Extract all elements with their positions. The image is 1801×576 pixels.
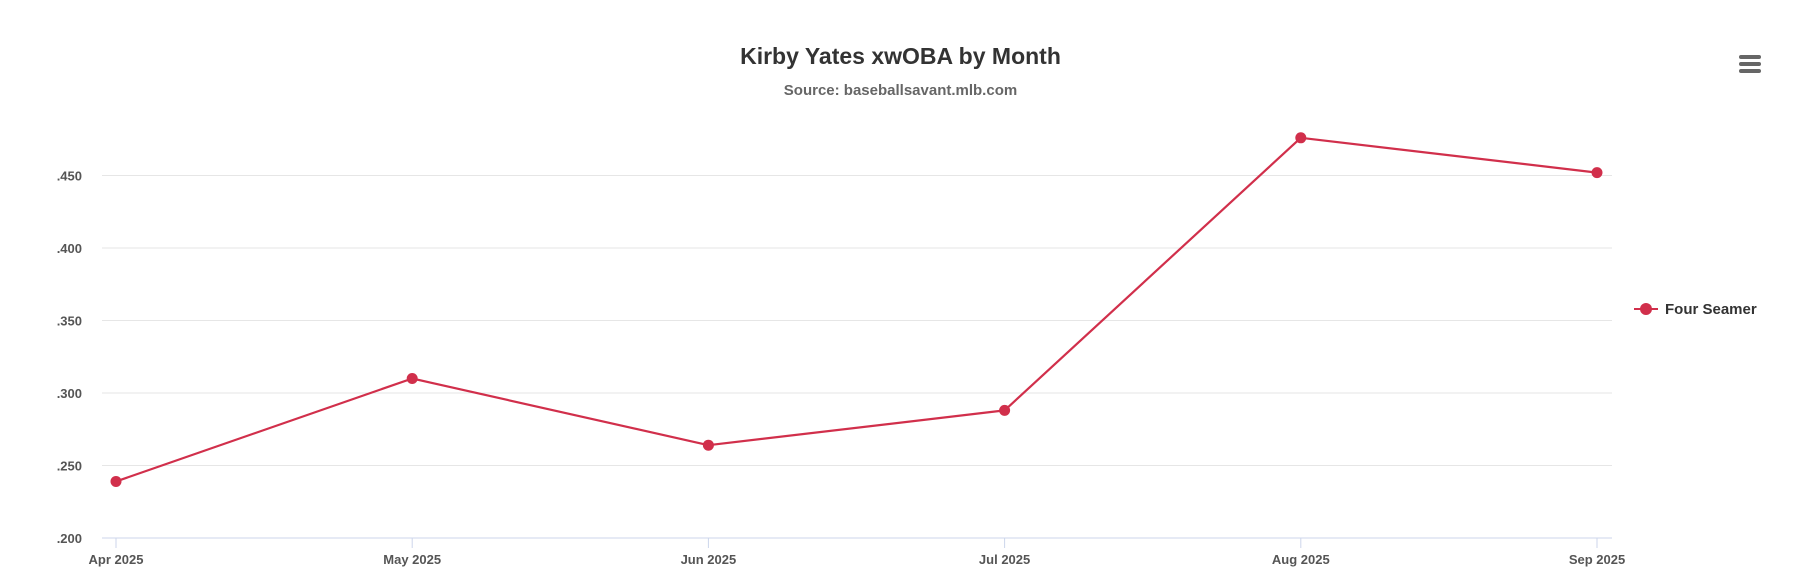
data-point [406, 373, 418, 384]
hamburger-menu-icon [1739, 69, 1761, 73]
chart-subtitle: Source: baseballsavant.mlb.com [783, 82, 1018, 99]
legend-marker [1640, 303, 1652, 315]
y-tick-label: .350 [57, 314, 82, 329]
data-point [110, 475, 122, 487]
hamburger-menu-icon [1739, 62, 1761, 66]
chart-title: Kirby Yates xwOBA by Month [740, 43, 1061, 69]
y-tick-label: .450 [57, 169, 82, 184]
y-tick-label: .200 [57, 531, 82, 546]
data-point [1295, 132, 1307, 144]
hamburger-menu-icon [1739, 55, 1761, 59]
y-tick-label: .250 [57, 459, 82, 474]
data-point [999, 404, 1011, 416]
y-tick-label: .400 [57, 241, 82, 256]
x-tick-label: Jun 2025 [681, 552, 737, 567]
x-tick-label: Sep 2025 [1569, 552, 1625, 567]
legend-symbol [1634, 302, 1658, 316]
x-tick-label: Aug 2025 [1272, 552, 1330, 567]
x-tick-label: May 2025 [383, 552, 441, 567]
series-line [115, 136, 1598, 483]
legend-label: Four Seamer [1665, 300, 1757, 318]
chart-menu-button[interactable] [1734, 50, 1766, 80]
data-point [1591, 167, 1603, 179]
x-tick-label: Apr 2025 [89, 552, 144, 567]
data-point [702, 439, 714, 451]
y-tick-label: .300 [57, 386, 82, 401]
x-tick-label: Jul 2025 [979, 552, 1030, 567]
legend-item-four-seamer[interactable]: Four Seamer [1634, 296, 1757, 322]
